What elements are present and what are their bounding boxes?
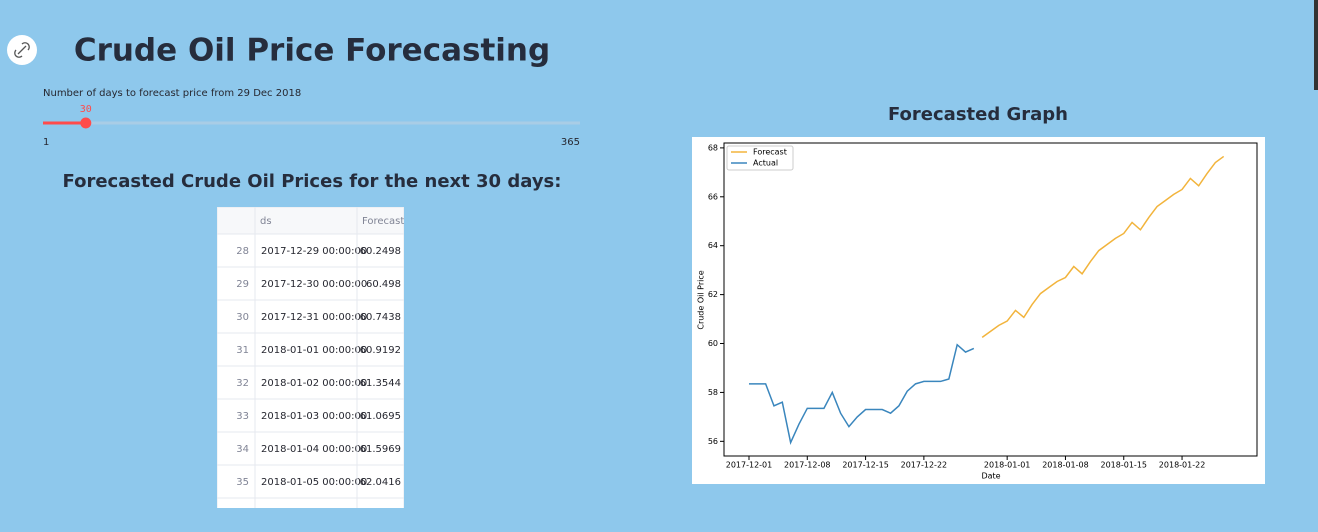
- y-tick-label: 64: [708, 241, 718, 250]
- window-edge: [1314, 0, 1318, 90]
- cell-date: 2017-12-31 00:00:00: [261, 312, 367, 323]
- cell-date: 2017-12-30 00:00:00: [261, 279, 367, 290]
- table-row: [217, 398, 404, 433]
- row-index: 31: [236, 345, 249, 356]
- table-row: [217, 365, 404, 400]
- chart-title: Forecasted Graph: [888, 104, 1068, 125]
- y-tick-label: 68: [708, 143, 718, 152]
- cell-forecast: 60.498: [366, 279, 401, 290]
- cell-forecast: 60.2498: [360, 246, 401, 257]
- cell-date: 2018-01-06 00:00:00: [261, 510, 367, 521]
- link-icon: [14, 42, 30, 58]
- plot-frame: [723, 142, 1258, 457]
- x-tick-label: 2017-12-08: [784, 461, 831, 470]
- row-index: 34: [236, 444, 249, 455]
- x-tick-label: 2017-12-22: [901, 461, 948, 470]
- y-tick-label: 58: [708, 388, 718, 397]
- slider-max: 365: [561, 137, 580, 148]
- table-row: [217, 233, 404, 268]
- slider-min: 1: [43, 137, 49, 148]
- x-tick-label: 2017-12-15: [842, 461, 889, 470]
- y-tick-label: 56: [708, 437, 718, 446]
- cell-forecast: 60.7438: [360, 312, 401, 323]
- slider-label: Number of days to forecast price from 29…: [43, 88, 301, 99]
- x-tick-label: 2018-01-08: [1042, 461, 1089, 470]
- legend-label: Actual: [753, 159, 778, 168]
- x-tick-label: 2018-01-01: [984, 461, 1031, 470]
- cell-date: 2018-01-04 00:00:00: [261, 444, 367, 455]
- row-index: 28: [236, 246, 249, 257]
- cell-date: 2018-01-01 00:00:00: [261, 345, 367, 356]
- y-axis-label: Crude Oil Price: [697, 270, 706, 329]
- row-index: 29: [236, 279, 249, 290]
- row-index: 35: [236, 477, 249, 488]
- chart-background: [692, 137, 1265, 484]
- row-index: 33: [236, 411, 249, 422]
- column-header: Forecast: [362, 216, 404, 227]
- share-link[interactable]: [7, 35, 37, 65]
- y-tick-label: 62: [708, 290, 718, 299]
- slider-thumb[interactable]: [80, 117, 92, 129]
- header-row: [217, 207, 404, 235]
- cell-forecast: 61.0695: [360, 411, 401, 422]
- y-tick-label: 60: [708, 339, 718, 348]
- x-tick-label: 2018-01-22: [1159, 461, 1206, 470]
- legend-label: Forecast: [753, 148, 787, 157]
- table-row: [217, 332, 404, 367]
- cell-forecast: 62.0416: [360, 477, 401, 488]
- table-row: [217, 464, 404, 499]
- cell-date: 2018-01-03 00:00:00: [261, 411, 367, 422]
- table-row: [217, 497, 404, 508]
- page-title: Crude Oil Price Forecasting: [74, 33, 550, 69]
- cell-forecast: 62.2898: [360, 510, 401, 521]
- cell-forecast: 61.5969: [360, 444, 401, 455]
- x-tick-label: 2017-12-01: [726, 461, 773, 470]
- series-line: [748, 343, 975, 445]
- cell-date: 2018-01-02 00:00:00: [261, 378, 367, 389]
- cell-date: 2018-01-05 00:00:00: [261, 477, 367, 488]
- row-index: 30: [236, 312, 249, 323]
- row-index: 36: [236, 510, 249, 521]
- cell-date: 2017-12-29 00:00:00: [261, 246, 367, 257]
- slider-value: 30: [80, 104, 92, 115]
- series-line: [981, 155, 1225, 339]
- column-header: ds: [260, 216, 272, 227]
- y-tick-label: 66: [708, 192, 718, 201]
- x-tick-label: 2018-01-15: [1101, 461, 1148, 470]
- cell-forecast: 61.3544: [360, 378, 401, 389]
- row-index: 32: [236, 378, 249, 389]
- x-axis-label: Date: [981, 472, 1000, 481]
- cell-forecast: 60.9192: [360, 345, 401, 356]
- table-heading: Forecasted Crude Oil Prices for the next…: [63, 171, 562, 192]
